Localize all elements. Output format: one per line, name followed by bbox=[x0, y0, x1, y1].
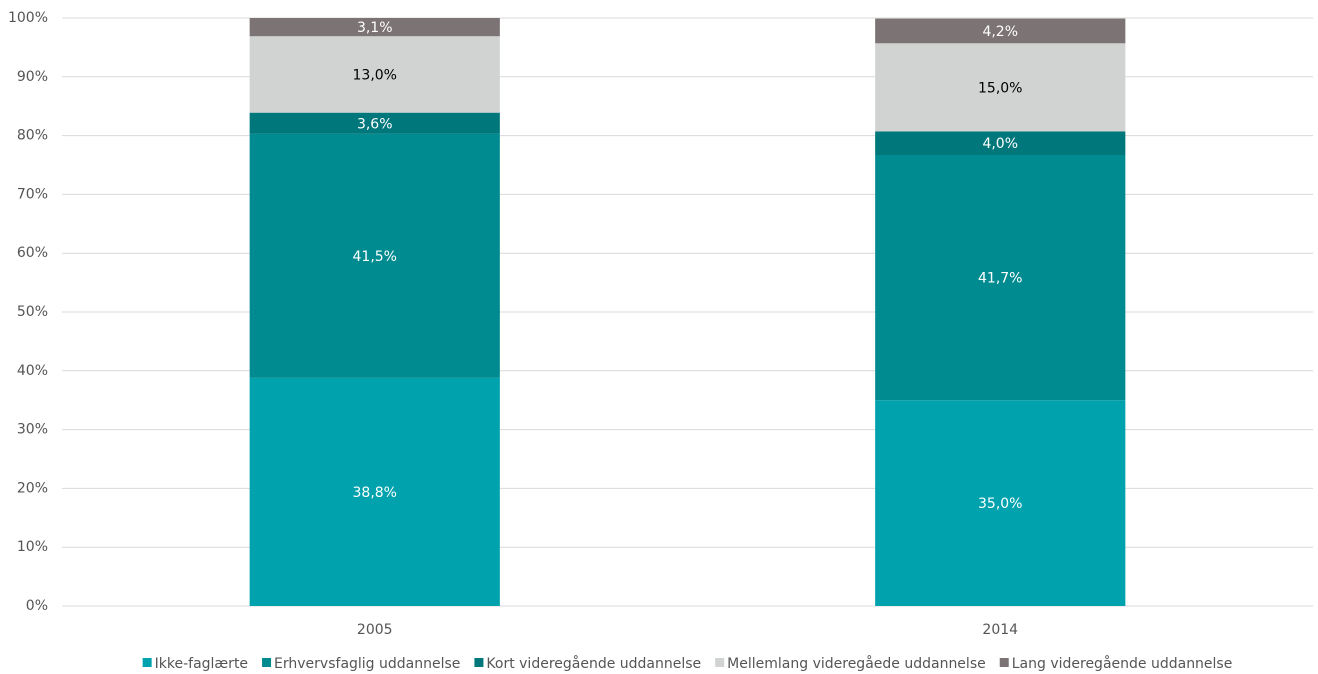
value-label: 38,8% bbox=[353, 485, 397, 501]
y-tick-label: 100% bbox=[8, 10, 48, 26]
legend-swatch bbox=[999, 658, 1009, 667]
x-tick-label: 2005 bbox=[357, 622, 393, 638]
legend-label: Kort videregående uddannelse bbox=[486, 655, 701, 672]
value-label: 3,6% bbox=[357, 116, 393, 132]
legend-swatch bbox=[262, 658, 272, 667]
bar-segment bbox=[875, 18, 1126, 44]
y-tick-label: 90% bbox=[17, 69, 48, 85]
y-tick-label: 50% bbox=[17, 304, 48, 320]
x-tick-label: 2014 bbox=[982, 622, 1018, 638]
y-tick-label: 70% bbox=[17, 186, 48, 202]
y-tick-label: 0% bbox=[26, 598, 48, 614]
bar-segment bbox=[875, 400, 1126, 606]
y-tick-label: 20% bbox=[17, 480, 48, 496]
y-tick-label: 80% bbox=[17, 128, 48, 144]
y-tick-label: 60% bbox=[17, 245, 48, 261]
legend-label: Erhvervsfaglig uddannelse bbox=[274, 656, 460, 672]
legend-label: Mellemlang videregåede uddannelse bbox=[727, 655, 986, 672]
y-tick-label: 40% bbox=[17, 363, 48, 379]
bar-segment bbox=[875, 155, 1126, 401]
value-label: 4,2% bbox=[982, 24, 1018, 40]
value-label: 15,0% bbox=[978, 80, 1022, 96]
bar-segment bbox=[249, 112, 500, 134]
value-label: 41,5% bbox=[353, 249, 397, 265]
y-tick-label: 10% bbox=[17, 539, 48, 555]
legend-label: Ikke-faglærte bbox=[155, 656, 248, 672]
legend-label: Lang videregående uddannelse bbox=[1012, 655, 1233, 672]
value-label: 13,0% bbox=[353, 67, 397, 83]
legend-swatch bbox=[142, 658, 152, 667]
bar-segment bbox=[875, 43, 1126, 132]
bar-segment bbox=[249, 133, 500, 378]
bar-segment bbox=[249, 18, 500, 37]
value-label: 4,0% bbox=[982, 136, 1018, 152]
legend-swatch bbox=[474, 658, 484, 667]
value-label: 35,0% bbox=[978, 496, 1022, 512]
bar-segment bbox=[249, 377, 500, 606]
bar-segment bbox=[875, 131, 1126, 156]
y-tick-label: 30% bbox=[17, 422, 48, 438]
value-label: 3,1% bbox=[357, 20, 393, 36]
legend-swatch bbox=[715, 658, 725, 667]
value-label: 41,7% bbox=[978, 271, 1022, 287]
bar-segment bbox=[249, 36, 500, 113]
